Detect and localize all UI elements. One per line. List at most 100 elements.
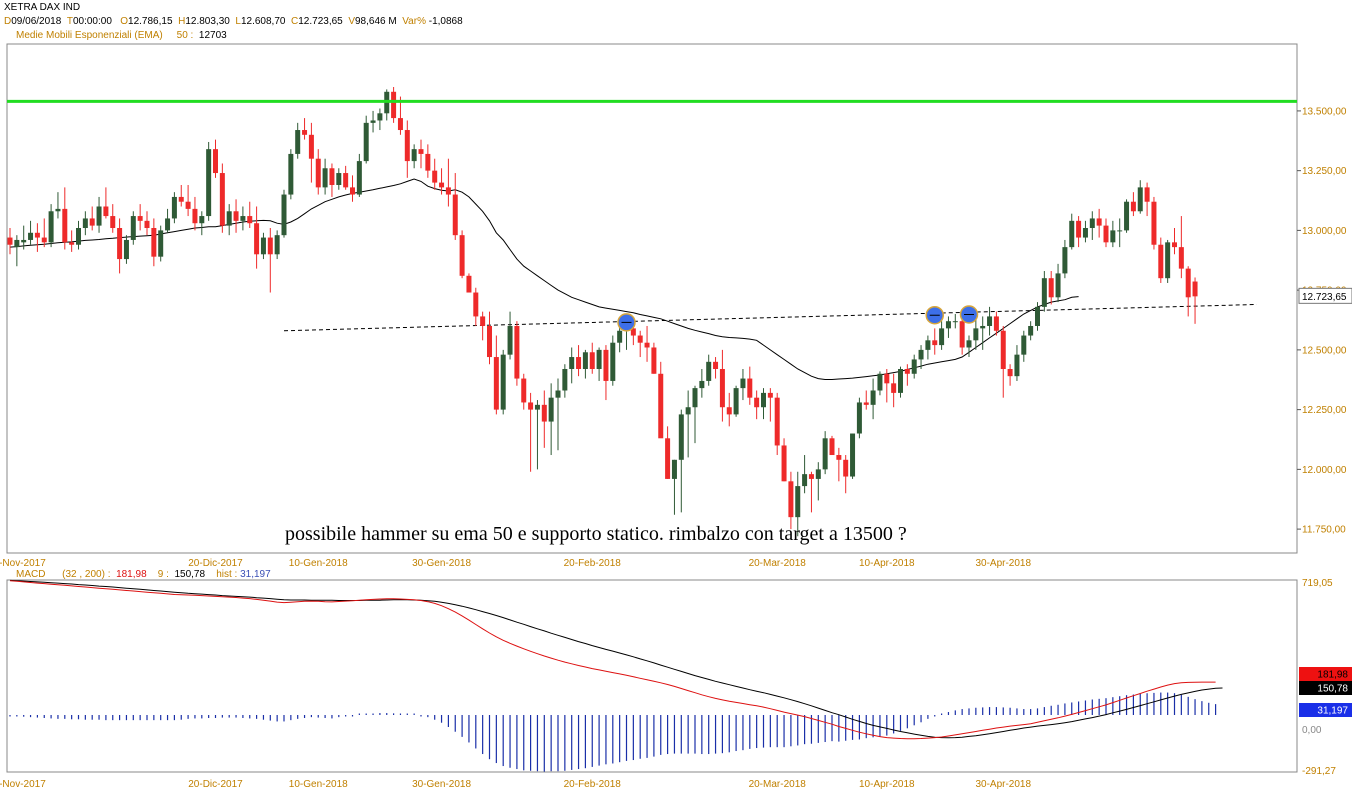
price-y-tick-label: 13.000,00 [1302, 226, 1347, 237]
price-y-tick-label: 13.250,00 [1302, 166, 1347, 177]
bear-candle [521, 378, 527, 403]
bull-candle [76, 228, 81, 245]
price-plot-frame [6, 43, 1298, 554]
bull-candle [1165, 242, 1171, 279]
bull-candle [130, 216, 136, 240]
bear-candle [41, 237, 47, 243]
bull-candle [534, 404, 540, 410]
hist-value: 31,197 [240, 569, 271, 580]
bear-candle [459, 235, 465, 276]
bull-candle [850, 433, 856, 477]
bull-candle [596, 349, 602, 369]
macd-x-tick-label: 30-Apr-2018 [975, 779, 1031, 790]
var-value: -1,0868 [428, 16, 463, 27]
bull-candle [795, 486, 801, 518]
bull-candle [856, 402, 862, 434]
bull-candle [226, 211, 232, 226]
bear-candle [439, 182, 445, 188]
bull-candle [281, 194, 287, 236]
bear-candle [89, 218, 95, 226]
bull-candle [28, 232, 34, 240]
bull-candle [569, 357, 575, 369]
bear-candle [185, 201, 191, 209]
bull-candle [1117, 230, 1123, 232]
macd-y-max-label: 719,05 [1302, 578, 1333, 589]
bull-candle [1069, 220, 1075, 248]
macd-y-min-label: -291,27 [1302, 766, 1336, 777]
bear-candle [1178, 247, 1184, 269]
bear-candle [808, 474, 814, 479]
bull-candle [274, 235, 280, 255]
bull-candle [1082, 228, 1088, 238]
last-price-tag [1298, 287, 1352, 304]
bull-candle [14, 239, 20, 248]
bear-candle [829, 438, 835, 456]
bear-candle [233, 211, 239, 221]
signal-value: 150,78 [174, 569, 206, 580]
chart-annotation: possibile hammer su ema 50 e supporto st… [285, 523, 907, 545]
bear-candle [391, 91, 397, 119]
high-label: H [178, 16, 186, 27]
bear-candle [788, 481, 794, 518]
bull-candle [356, 161, 362, 195]
bear-candle [774, 397, 780, 446]
bear-candle [1000, 330, 1006, 369]
bear-candle [343, 173, 349, 188]
bull-candle [939, 328, 945, 346]
bear-candle [1144, 187, 1150, 202]
price-y-tick-label: 11.750,00 [1302, 525, 1346, 536]
bull-candle [973, 328, 979, 341]
bear-candle [589, 352, 595, 369]
bear-candle [836, 455, 842, 460]
bear-candle [1130, 201, 1136, 212]
open-label: O [120, 16, 129, 27]
bear-candle [425, 153, 431, 171]
bull-candle [507, 325, 513, 355]
price-y-tick-label: 12.250,00 [1302, 405, 1347, 416]
macd-last-tag [1299, 667, 1352, 681]
price-y-tick-label: 13.500,00 [1302, 106, 1347, 117]
bull-candle [987, 316, 993, 326]
bear-candle [493, 357, 499, 410]
bear-candle [993, 316, 999, 331]
bull-candle [295, 130, 301, 154]
bear-candle [726, 407, 732, 415]
bear-candle [1096, 218, 1102, 226]
price-x-tick-label: 30-Gen-2018 [412, 558, 471, 569]
bear-candle [466, 275, 472, 293]
bull-candle [336, 173, 342, 185]
price-x-tick-label: 10-Gen-2018 [289, 558, 348, 569]
bull-candle [82, 218, 88, 229]
bull-candle [1055, 273, 1061, 298]
bear-candle [350, 187, 355, 195]
bear-candle [528, 402, 534, 410]
bull-candle [260, 237, 266, 255]
bear-candle [473, 292, 479, 317]
bull-candle [322, 168, 328, 188]
bear-candle [418, 149, 424, 154]
bull-candle [363, 122, 369, 162]
bull-candle [171, 196, 177, 219]
bull-candle [165, 218, 171, 231]
chart-header: XETRA DAX IND [4, 2, 80, 13]
macd-last-tag-label: 181,98 [1317, 670, 1348, 681]
time-label: T [66, 16, 73, 27]
bull-candle [96, 206, 102, 226]
bear-candle [904, 368, 910, 374]
bull-candle [370, 120, 376, 123]
bear-candle [103, 206, 109, 217]
ema-value: 12703 [198, 30, 227, 41]
bear-candle [932, 340, 938, 346]
bear-candle [767, 392, 773, 398]
bull-candle [699, 380, 705, 389]
macd-params: (32 , 200) [62, 569, 105, 580]
bull-candle [288, 153, 294, 195]
macd-x-tick-label: 20-Nov-2017 [0, 779, 46, 790]
bull-candle [740, 378, 746, 389]
bear-candle [34, 232, 40, 238]
bear-candle [247, 216, 253, 224]
bull-candle [582, 352, 588, 369]
price-x-tick-label: 20-Nov-2017 [0, 558, 46, 569]
bear-candle [254, 223, 260, 255]
